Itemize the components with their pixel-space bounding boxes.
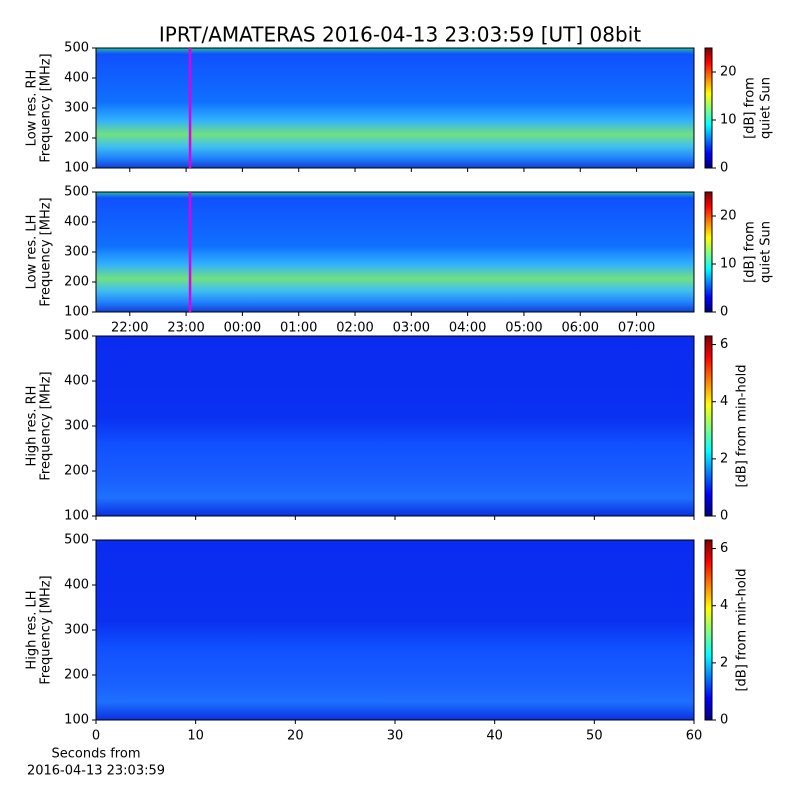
x-tick-label: 40 bbox=[486, 729, 503, 744]
x-tick-label: 06:00 bbox=[562, 321, 599, 336]
y-tick-label: 500 bbox=[64, 329, 89, 344]
x-tick-label: 02:00 bbox=[336, 321, 373, 336]
colorbar-tick-label: 10 bbox=[720, 257, 737, 272]
colorbar-label: [dB] from min-hold bbox=[735, 568, 750, 691]
y-axis-label: Frequency [MHz] bbox=[39, 197, 54, 306]
y-axis-label: High res. RH bbox=[25, 386, 40, 467]
x-tick-label: 05:00 bbox=[505, 321, 542, 336]
y-tick-label: 300 bbox=[64, 245, 89, 260]
colorbar-tick-label: 2 bbox=[720, 451, 728, 466]
y-axis-label: Low res. LH bbox=[25, 215, 40, 290]
colorbar-label: quiet Sun bbox=[759, 221, 774, 283]
colorbar-label: quiet Sun bbox=[759, 77, 774, 139]
colorbar-tick-label: 20 bbox=[720, 65, 737, 80]
x-tick-label: 0 bbox=[92, 729, 100, 744]
x-axis-label: 2016-04-13 23:03:59 bbox=[27, 764, 165, 779]
x-tick-label: 10 bbox=[187, 729, 204, 744]
colorbar-tick-label: 20 bbox=[720, 209, 737, 224]
y-tick-label: 400 bbox=[64, 215, 89, 230]
x-tick-label: 00:00 bbox=[224, 321, 261, 336]
colorbar bbox=[704, 47, 713, 169]
colorbar bbox=[704, 191, 713, 313]
y-tick-label: 500 bbox=[64, 185, 89, 200]
y-axis-label: Frequency [MHz] bbox=[39, 575, 54, 684]
x-tick-label: 50 bbox=[586, 729, 603, 744]
x-tick-label: 60 bbox=[686, 729, 703, 744]
y-tick-label: 400 bbox=[64, 71, 89, 86]
colorbar-tick-label: 2 bbox=[720, 655, 728, 670]
x-tick-label: 23:00 bbox=[167, 321, 204, 336]
colorbar-tick-label: 0 bbox=[720, 305, 728, 320]
colorbar-label: [dB] from bbox=[743, 221, 758, 283]
x-tick-label: 04:00 bbox=[449, 321, 486, 336]
y-tick-label: 100 bbox=[64, 509, 89, 524]
y-tick-label: 200 bbox=[64, 131, 89, 146]
y-tick-label: 500 bbox=[64, 41, 89, 56]
colorbar-tick-label: 0 bbox=[720, 713, 728, 728]
y-axis-label: Frequency [MHz] bbox=[39, 53, 54, 162]
y-tick-label: 100 bbox=[64, 713, 89, 728]
colorbar-tick-label: 4 bbox=[720, 394, 728, 409]
colorbar bbox=[704, 539, 713, 721]
y-tick-label: 500 bbox=[64, 533, 89, 548]
y-tick-label: 200 bbox=[64, 275, 89, 290]
colorbar-tick-label: 6 bbox=[720, 541, 728, 556]
x-axis-label: Seconds from bbox=[51, 747, 140, 762]
colorbar-tick-label: 0 bbox=[720, 161, 728, 176]
spectrogram bbox=[96, 48, 694, 168]
spectrogram bbox=[96, 192, 694, 312]
y-axis-label: High res. LH bbox=[25, 590, 40, 669]
colorbar-label: [dB] from bbox=[743, 77, 758, 139]
colorbar-label: [dB] from min-hold bbox=[735, 364, 750, 487]
colorbar-tick-label: 6 bbox=[720, 337, 728, 352]
y-tick-label: 100 bbox=[64, 161, 89, 176]
y-tick-label: 100 bbox=[64, 305, 89, 320]
spectrogram bbox=[96, 336, 694, 516]
colorbar-tick-label: 0 bbox=[720, 509, 728, 524]
x-tick-label: 03:00 bbox=[393, 321, 430, 336]
x-tick-label: 01:00 bbox=[280, 321, 317, 336]
spectrogram bbox=[96, 540, 694, 720]
y-tick-label: 300 bbox=[64, 419, 89, 434]
x-tick-label: 20 bbox=[287, 729, 304, 744]
x-tick-label: 22:00 bbox=[111, 321, 148, 336]
colorbar-tick-label: 10 bbox=[720, 113, 737, 128]
y-tick-label: 200 bbox=[64, 668, 89, 683]
y-axis-label: Frequency [MHz] bbox=[39, 371, 54, 480]
figure-title: IPRT/AMATERAS 2016-04-13 23:03:59 [UT] 0… bbox=[159, 23, 641, 47]
y-tick-label: 400 bbox=[64, 374, 89, 389]
colorbar-tick-label: 4 bbox=[720, 598, 728, 613]
y-tick-label: 400 bbox=[64, 578, 89, 593]
x-tick-label: 30 bbox=[387, 729, 404, 744]
y-tick-label: 200 bbox=[64, 464, 89, 479]
colorbar bbox=[704, 335, 713, 517]
y-tick-label: 300 bbox=[64, 101, 89, 116]
y-axis-label: Low res. RH bbox=[25, 70, 40, 147]
x-tick-label: 07:00 bbox=[618, 321, 655, 336]
y-tick-label: 300 bbox=[64, 623, 89, 638]
